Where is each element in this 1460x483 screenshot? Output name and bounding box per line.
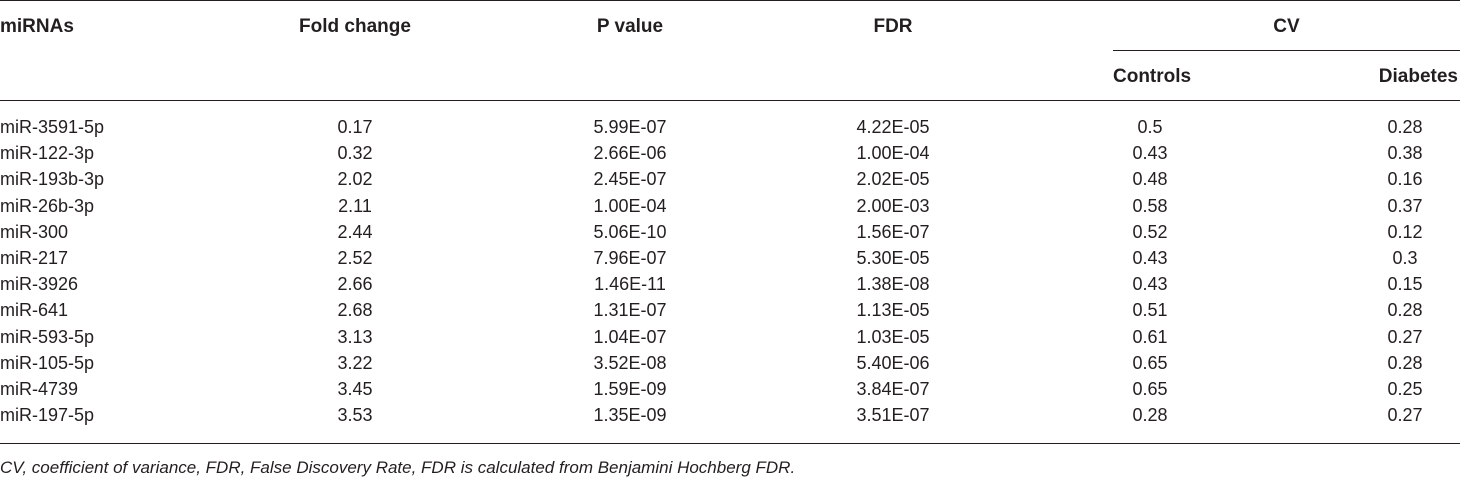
mirna-cell: miR-26b-3p (0, 195, 95, 216)
cv-diabetes-cell: 0.12 (1387, 221, 1423, 242)
cv-diabetes-cell: 0.15 (1387, 274, 1423, 295)
cv-diabetes-cell: 0.16 (1387, 169, 1423, 190)
mirna-cell: miR-300 (0, 221, 69, 242)
p-value-cell: 1.59E-09 (593, 378, 667, 399)
cv-group-rule (1113, 50, 1460, 51)
cv-diabetes-cell: 0.38 (1387, 143, 1423, 164)
cv-controls-cell: 0.65 (1132, 352, 1168, 373)
fold-change-cell: 2.44 (337, 221, 373, 242)
cv-controls-cell: 0.5 (1137, 117, 1163, 137)
fdr-cell: 1.38E-08 (856, 274, 930, 295)
p-value-cell: 2.45E-07 (593, 169, 667, 190)
fold-change-cell: 3.22 (337, 352, 373, 373)
fold-change-cell: 0.17 (337, 117, 373, 137)
mirna-cell: miR-122-3p (0, 143, 95, 164)
mirna-cell: miR-4739 (0, 378, 79, 399)
fold-change-cell: 2.52 (337, 247, 373, 268)
cv-diabetes-cell: 0.27 (1387, 326, 1423, 347)
p-value-cell: 2.66E-06 (593, 143, 667, 164)
fdr-cell: 1.56E-07 (856, 221, 930, 242)
p-value-cell: 1.04E-07 (593, 326, 667, 347)
fdr-cell: 5.30E-05 (856, 247, 930, 268)
cv-diabetes-cell: 0.28 (1387, 352, 1423, 373)
cv-diabetes-cell: 0.3 (1392, 247, 1418, 268)
cv-controls-cell: 0.52 (1132, 221, 1168, 242)
fdr-cell: 2.00E-03 (856, 195, 930, 216)
p-value-cell: 5.06E-10 (593, 221, 667, 242)
table-row: miR-26b-3p 2.11 1.00E-04 2.00E-03 0.58 0.37 (0, 193, 1460, 219)
p-value-cell: 5.99E-07 (593, 117, 667, 137)
header-mirnas: miRNAs (0, 16, 74, 37)
header-p-value: P value (596, 16, 664, 37)
cv-diabetes-cell: 0.28 (1387, 117, 1423, 137)
mirna-cell: miR-641 (0, 300, 69, 321)
fdr-cell: 1.13E-05 (856, 300, 930, 321)
mirna-cell: miR-3926 (0, 274, 79, 295)
p-value-cell: 1.00E-04 (593, 195, 667, 216)
cv-controls-cell: 0.28 (1132, 405, 1168, 426)
cv-diabetes-cell: 0.37 (1387, 195, 1423, 216)
fold-change-cell: 3.13 (337, 326, 373, 347)
fold-change-cell: 2.66 (337, 274, 373, 295)
cv-diabetes-cell: 0.27 (1387, 405, 1423, 426)
table-row: miR-3591-5p 0.17 5.99E-07 4.22E-05 0.5 0.28 (0, 114, 1460, 140)
table-row: miR-197-5p 3.53 1.35E-09 3.51E-07 0.28 0.27 (0, 402, 1460, 428)
table-row: miR-122-3p 0.32 2.66E-06 1.00E-04 0.43 0.38 (0, 140, 1460, 166)
fdr-cell: 1.00E-04 (856, 143, 930, 164)
p-value-cell: 1.35E-09 (593, 405, 667, 426)
table-row: miR-300 2.44 5.06E-10 1.56E-07 0.52 0.12 (0, 219, 1460, 245)
header-rule (0, 100, 1460, 101)
table-row: miR-3926 2.66 1.46E-11 1.38E-08 0.43 0.15 (0, 271, 1460, 297)
fold-change-cell: 3.53 (337, 405, 373, 426)
header-fold-change: Fold change (299, 16, 411, 37)
cv-controls-cell: 0.43 (1132, 274, 1168, 295)
fdr-cell: 2.02E-05 (856, 169, 930, 190)
table-footnote: CV, coefficient of variance, FDR, False … (0, 458, 796, 477)
header-fdr: FDR (873, 16, 913, 37)
cv-controls-cell: 0.51 (1132, 300, 1168, 321)
cv-diabetes-cell: 0.25 (1387, 378, 1423, 399)
mirna-cell: miR-217 (0, 247, 69, 268)
mirna-cell: miR-593-5p (0, 326, 95, 347)
cv-controls-cell: 0.58 (1132, 195, 1168, 216)
fdr-cell: 5.40E-06 (856, 352, 930, 373)
table-row: miR-641 2.68 1.31E-07 1.13E-05 0.51 0.28 (0, 297, 1460, 323)
table-bottom-rule (0, 443, 1460, 444)
p-value-cell: 1.31E-07 (593, 300, 667, 321)
p-value-cell: 7.96E-07 (593, 247, 667, 268)
mirna-cell: miR-3591-5p (0, 117, 105, 137)
table-row: miR-193b-3p 2.02 2.45E-07 2.02E-05 0.48 0.16 (0, 166, 1460, 192)
fdr-cell: 3.84E-07 (856, 378, 930, 399)
table-row: miR-4739 3.45 1.59E-09 3.84E-07 0.65 0.25 (0, 376, 1460, 402)
mirna-cell: miR-193b-3p (0, 169, 105, 190)
fold-change-cell: 3.45 (337, 378, 373, 399)
table-row: miR-217 2.52 7.96E-07 5.30E-05 0.43 0.3 (0, 245, 1460, 271)
fold-change-cell: 0.32 (337, 143, 373, 164)
fdr-cell: 3.51E-07 (856, 405, 930, 426)
header-cv: CV (1273, 16, 1300, 37)
header-diabetes: Diabetes (1378, 66, 1458, 87)
header-controls: Controls (1113, 66, 1192, 87)
fdr-cell: 1.03E-05 (856, 326, 930, 347)
cv-controls-cell: 0.61 (1132, 326, 1168, 347)
fold-change-cell: 2.02 (337, 169, 373, 190)
fold-change-cell: 2.11 (338, 195, 372, 216)
table-top-rule (0, 0, 1460, 1)
cv-controls-cell: 0.48 (1132, 169, 1168, 190)
mirna-cell: miR-197-5p (0, 405, 95, 426)
cv-controls-cell: 0.65 (1132, 378, 1168, 399)
mirna-cell: miR-105-5p (0, 352, 95, 373)
cv-controls-cell: 0.43 (1132, 247, 1168, 268)
table-row: miR-105-5p 3.22 3.52E-08 5.40E-06 0.65 0.28 (0, 350, 1460, 376)
p-value-cell: 1.46E-11 (594, 274, 666, 295)
fdr-cell: 4.22E-05 (856, 117, 930, 137)
fold-change-cell: 2.68 (337, 300, 373, 321)
cv-controls-cell: 0.43 (1132, 143, 1168, 164)
p-value-cell: 3.52E-08 (593, 352, 667, 373)
table-body: miR-3591-5p 0.17 5.99E-07 4.22E-05 0.5 0.28 mi… (0, 114, 1460, 428)
table-row: miR-593-5p 3.13 1.04E-07 1.03E-05 0.61 0.27 (0, 324, 1460, 350)
cv-diabetes-cell: 0.28 (1387, 300, 1423, 321)
